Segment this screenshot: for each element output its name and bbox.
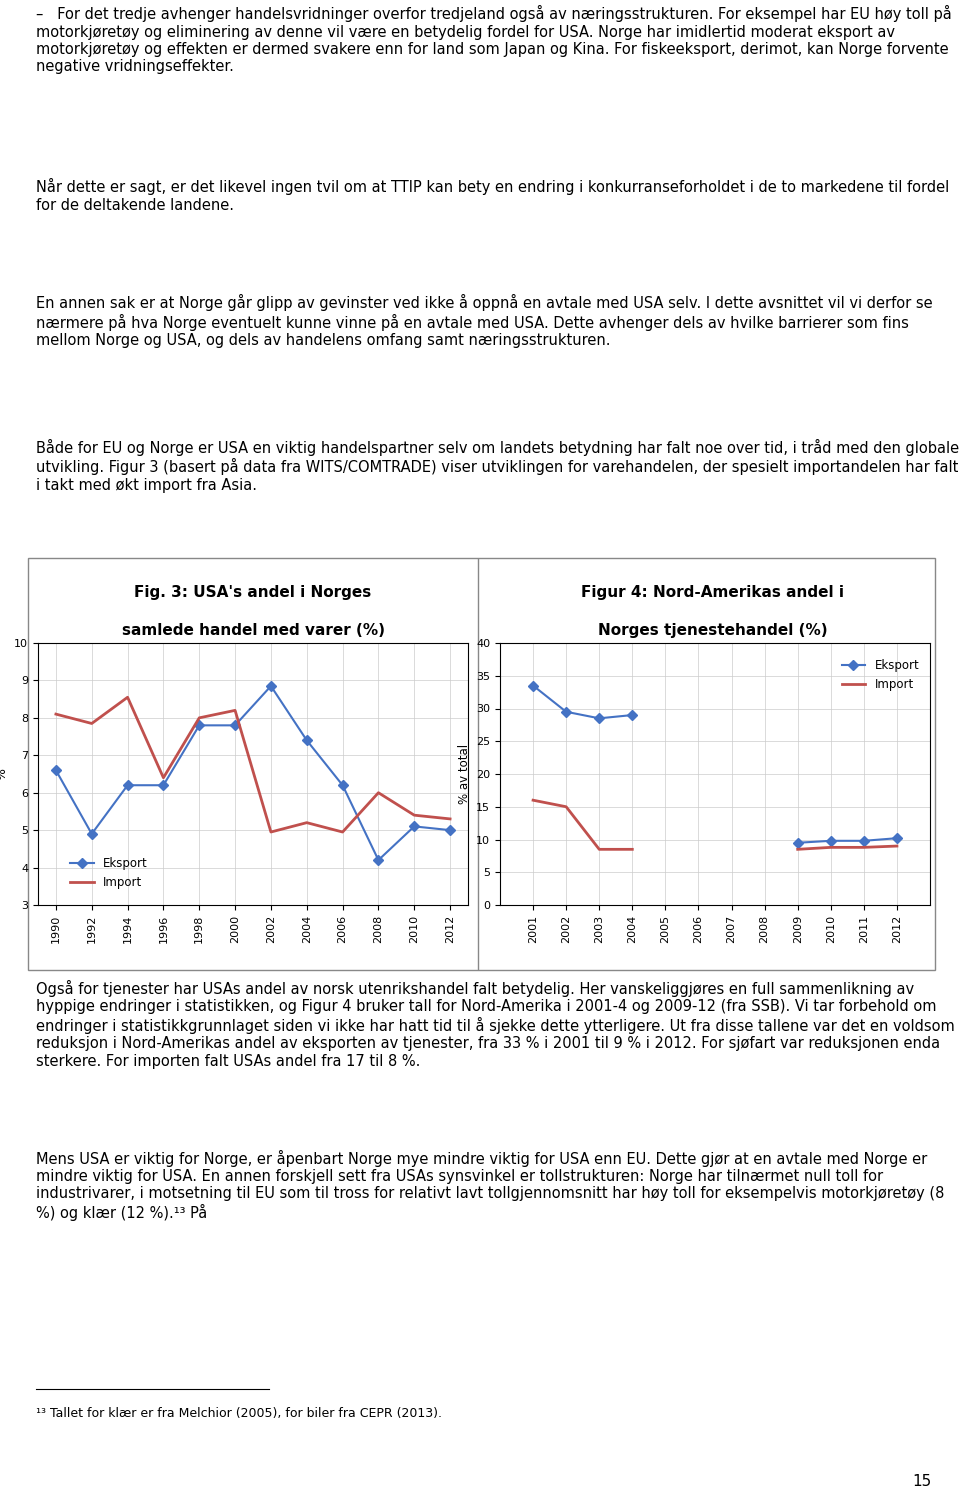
Eksport — [891, 829, 902, 847]
Text: 15: 15 — [912, 1475, 931, 1490]
Legend: Eksport, Import: Eksport, Import — [837, 655, 924, 695]
Eksport — [444, 822, 456, 840]
Import — [337, 823, 348, 841]
Eksport — [337, 777, 348, 795]
Eksport — [372, 852, 384, 870]
Import — [825, 838, 836, 856]
Eksport — [157, 777, 169, 795]
Text: Mens USA er viktig for Norge, er åpenbart Norge mye mindre viktig for USA enn EU: Mens USA er viktig for Norge, er åpenbar… — [36, 1149, 944, 1221]
Text: Både for EU og Norge er USA en viktig handelspartner selv om landets betydning h: Både for EU og Norge er USA en viktig ha… — [36, 439, 959, 493]
Text: ¹³ Tallet for klær er fra Melchior (2005), for biler fra CEPR (2013).: ¹³ Tallet for klær er fra Melchior (2005… — [36, 1407, 442, 1419]
Line: Eksport: Eksport — [794, 835, 900, 846]
Eksport — [229, 716, 241, 734]
Eksport — [858, 832, 870, 850]
Eksport — [50, 762, 61, 780]
Text: Også for tjenester har USAs andel av norsk utenrikshandel falt betydelig. Her va: Også for tjenester har USAs andel av nor… — [36, 979, 954, 1069]
Line: Import: Import — [798, 846, 897, 849]
Import — [122, 688, 133, 706]
Eksport — [409, 817, 420, 835]
Import — [409, 807, 420, 825]
Import — [858, 838, 870, 856]
Import — [265, 823, 276, 841]
Eksport — [86, 825, 98, 843]
Text: Norges tjenestehandel (%): Norges tjenestehandel (%) — [598, 623, 828, 638]
Text: –   For det tredje avhenger handelsvridninger overfor tredjeland også av nærings: – For det tredje avhenger handelsvridnin… — [36, 5, 951, 75]
Eksport — [122, 777, 133, 795]
Eksport — [825, 832, 836, 850]
Import — [792, 840, 804, 858]
Eksport — [265, 677, 276, 695]
Eksport — [301, 731, 313, 749]
Text: En annen sak er at Norge går glipp av gevinster ved ikke å oppnå en avtale med U: En annen sak er at Norge går glipp av ge… — [36, 294, 932, 348]
Import — [301, 814, 313, 832]
Text: Når dette er sagt, er det likevel ingen tvil om at TTIP kan bety en endring i ko: Når dette er sagt, er det likevel ingen … — [36, 179, 948, 213]
Import — [194, 709, 205, 727]
Import — [891, 837, 902, 855]
Import — [157, 769, 169, 787]
Import — [372, 784, 384, 802]
Eksport — [194, 716, 205, 734]
Import — [50, 704, 61, 722]
Line: Eksport: Eksport — [53, 682, 453, 864]
Y-axis label: % av total: % av total — [458, 743, 470, 804]
Y-axis label: %: % — [0, 768, 9, 780]
Line: Import: Import — [56, 697, 450, 832]
Text: samlede handel med varer (%): samlede handel med varer (%) — [122, 623, 385, 638]
Text: Figur 4: Nord-Amerikas andel i: Figur 4: Nord-Amerikas andel i — [581, 584, 844, 599]
Eksport — [792, 834, 804, 852]
Legend: Eksport, Import: Eksport, Import — [65, 853, 153, 894]
Text: Fig. 3: USA's andel i Norges: Fig. 3: USA's andel i Norges — [134, 584, 372, 599]
Import — [444, 810, 456, 828]
Import — [229, 701, 241, 719]
Import — [86, 715, 98, 733]
